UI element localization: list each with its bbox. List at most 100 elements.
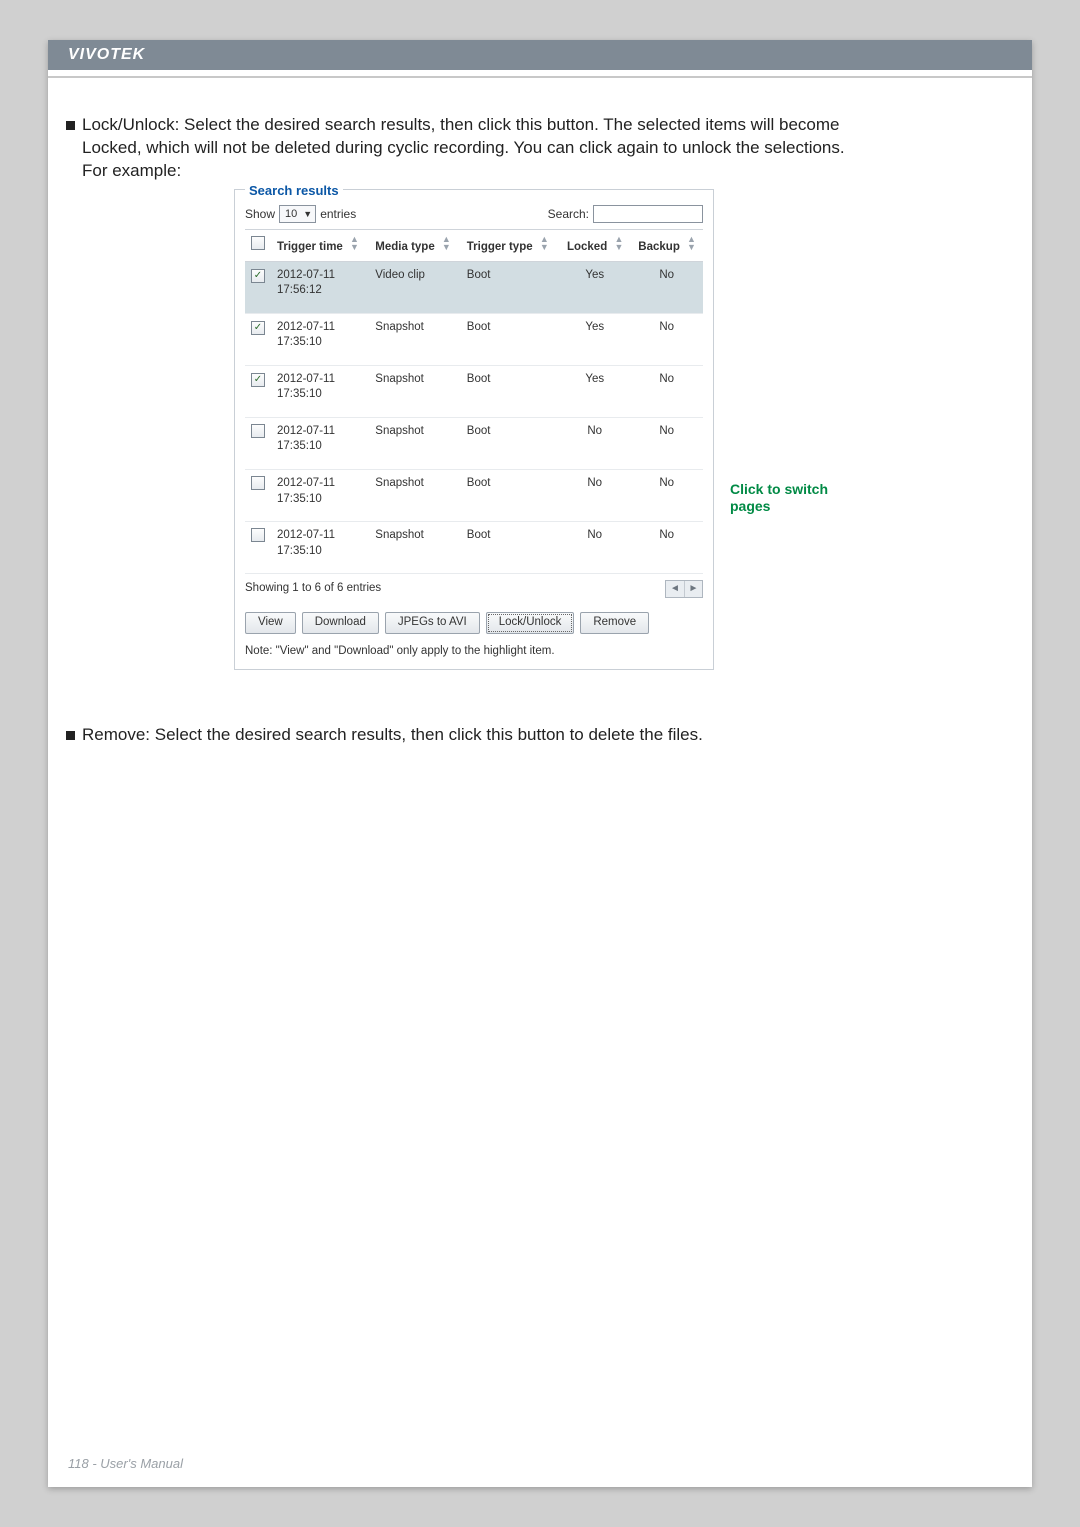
- col-checkbox[interactable]: [245, 230, 271, 262]
- action-buttons: View Download JPEGs to AVI Lock/Unlock R…: [245, 612, 703, 634]
- brand-header: VIVOTEK: [48, 40, 1032, 70]
- cell-trigger-time: 2012-07-1117:35:10: [271, 313, 369, 365]
- pager-next-icon[interactable]: ►: [684, 581, 702, 597]
- bullet-icon: [66, 121, 75, 130]
- cell-trigger-type: Boot: [461, 417, 559, 469]
- jpegs-to-avi-button[interactable]: JPEGs to AVI: [385, 612, 480, 634]
- cell-trigger-time: 2012-07-1117:56:12: [271, 261, 369, 313]
- note-text: Note: "View" and "Download" only apply t…: [245, 644, 703, 660]
- page-footer: 118 - User's Manual: [68, 1456, 183, 1471]
- col-locked-label: Locked: [567, 241, 607, 253]
- remove-paragraph: Remove: Select the desired search result…: [66, 724, 1014, 747]
- sort-icon: ▲▼: [540, 235, 548, 251]
- showing-text: Showing 1 to 6 of 6 entries: [245, 581, 381, 597]
- cell-trigger-type: Boot: [461, 522, 559, 574]
- cell-backup: No: [630, 365, 703, 417]
- remove-text: Remove: Select the desired search result…: [82, 724, 703, 747]
- cell-backup: No: [630, 417, 703, 469]
- header-divider: [48, 76, 1032, 78]
- cell-trigger-time: 2012-07-1117:35:10: [271, 470, 369, 522]
- example-wrap: Search results Show 10 ▼ entries Search:: [234, 189, 1014, 670]
- col-trigger-time[interactable]: Trigger time ▲▼: [271, 230, 369, 262]
- bullet-icon: [66, 731, 75, 740]
- table-footer: Showing 1 to 6 of 6 entries ◄ ►: [245, 580, 703, 598]
- cell-media-type: Video clip: [369, 261, 461, 313]
- table-row[interactable]: ✓2012-07-1117:56:12Video clipBootYesNo: [245, 261, 703, 313]
- col-media-type-label: Media type: [375, 241, 434, 253]
- cell-trigger-type: Boot: [461, 313, 559, 365]
- lock-unlock-line2: Locked, which will not be deleted during…: [82, 138, 845, 157]
- cell-media-type: Snapshot: [369, 417, 461, 469]
- cell-locked: No: [559, 470, 630, 522]
- col-trigger-time-label: Trigger time: [277, 241, 343, 253]
- lock-unlock-paragraph: Lock/Unlock: Select the desired search r…: [66, 114, 1014, 183]
- table-row[interactable]: 2012-07-1117:35:10SnapshotBootNoNo: [245, 522, 703, 574]
- col-backup[interactable]: Backup ▲▼: [630, 230, 703, 262]
- row-checkbox[interactable]: [251, 528, 265, 542]
- click-switch-line2: pages: [730, 498, 770, 514]
- table-row[interactable]: 2012-07-1117:35:10SnapshotBootNoNo: [245, 470, 703, 522]
- row-checkbox[interactable]: [251, 424, 265, 438]
- table-row[interactable]: ✓2012-07-1117:35:10SnapshotBootYesNo: [245, 365, 703, 417]
- cell-media-type: Snapshot: [369, 365, 461, 417]
- col-locked[interactable]: Locked ▲▼: [559, 230, 630, 262]
- pager-prev-icon[interactable]: ◄: [666, 581, 684, 597]
- col-trigger-type-label: Trigger type: [467, 241, 533, 253]
- cell-media-type: Snapshot: [369, 470, 461, 522]
- table-row[interactable]: 2012-07-1117:35:10SnapshotBootNoNo: [245, 417, 703, 469]
- panel-title: Search results: [245, 182, 343, 200]
- cell-media-type: Snapshot: [369, 522, 461, 574]
- click-switch-annotation: Click to switch pages: [730, 481, 828, 516]
- chevron-down-icon: ▼: [303, 208, 312, 220]
- content-area: Lock/Unlock: Select the desired search r…: [48, 114, 1032, 747]
- cell-trigger-type: Boot: [461, 365, 559, 417]
- brand-text: VIVOTEK: [68, 46, 145, 63]
- search-group: Search:: [548, 205, 703, 223]
- lock-unlock-line3: For example:: [82, 161, 181, 180]
- cell-backup: No: [630, 261, 703, 313]
- cell-locked: No: [559, 522, 630, 574]
- entries-select[interactable]: 10 ▼: [279, 205, 316, 223]
- remove-button[interactable]: Remove: [580, 612, 649, 634]
- header-checkbox[interactable]: [251, 236, 265, 250]
- search-input[interactable]: [593, 205, 703, 223]
- lock-unlock-text: Lock/Unlock: Select the desired search r…: [82, 114, 845, 183]
- cell-locked: Yes: [559, 313, 630, 365]
- document-page: VIVOTEK Lock/Unlock: Select the desired …: [48, 40, 1032, 1487]
- cell-locked: Yes: [559, 365, 630, 417]
- cell-media-type: Snapshot: [369, 313, 461, 365]
- cell-trigger-time: 2012-07-1117:35:10: [271, 417, 369, 469]
- controls-row: Show 10 ▼ entries Search:: [245, 205, 703, 223]
- cell-trigger-type: Boot: [461, 261, 559, 313]
- cell-backup: No: [630, 313, 703, 365]
- col-trigger-type[interactable]: Trigger type ▲▼: [461, 230, 559, 262]
- sort-icon: ▲▼: [614, 235, 622, 251]
- col-backup-label: Backup: [638, 241, 680, 253]
- cell-trigger-type: Boot: [461, 470, 559, 522]
- lock-unlock-line1: Lock/Unlock: Select the desired search r…: [82, 115, 840, 134]
- lock-unlock-button[interactable]: Lock/Unlock: [486, 612, 575, 634]
- page-footer-text: 118 - User's Manual: [68, 1456, 183, 1471]
- sort-icon: ▲▼: [442, 235, 450, 251]
- sort-icon: ▲▼: [350, 235, 358, 251]
- view-button[interactable]: View: [245, 612, 296, 634]
- cell-backup: No: [630, 522, 703, 574]
- col-media-type[interactable]: Media type ▲▼: [369, 230, 461, 262]
- table-row[interactable]: ✓ 2012-07-1117:35:10SnapshotBootYesNo: [245, 313, 703, 365]
- download-button[interactable]: Download: [302, 612, 379, 634]
- show-label-pre: Show: [245, 206, 275, 222]
- pager: ◄ ►: [665, 580, 703, 598]
- search-results-panel: Search results Show 10 ▼ entries Search:: [234, 189, 714, 670]
- cell-locked: No: [559, 417, 630, 469]
- row-checkbox[interactable]: ✓: [251, 321, 265, 335]
- show-label-post: entries: [320, 206, 356, 222]
- show-entries: Show 10 ▼ entries: [245, 205, 356, 223]
- results-table: Trigger time ▲▼ Media type ▲▼ Trigger ty…: [245, 229, 703, 574]
- table-header-row: Trigger time ▲▼ Media type ▲▼ Trigger ty…: [245, 230, 703, 262]
- row-checkbox[interactable]: ✓: [251, 373, 265, 387]
- cell-trigger-time: 2012-07-1117:35:10: [271, 522, 369, 574]
- row-checkbox[interactable]: [251, 476, 265, 490]
- cell-backup: No: [630, 470, 703, 522]
- search-label: Search:: [548, 206, 589, 222]
- row-checkbox[interactable]: ✓: [251, 269, 265, 283]
